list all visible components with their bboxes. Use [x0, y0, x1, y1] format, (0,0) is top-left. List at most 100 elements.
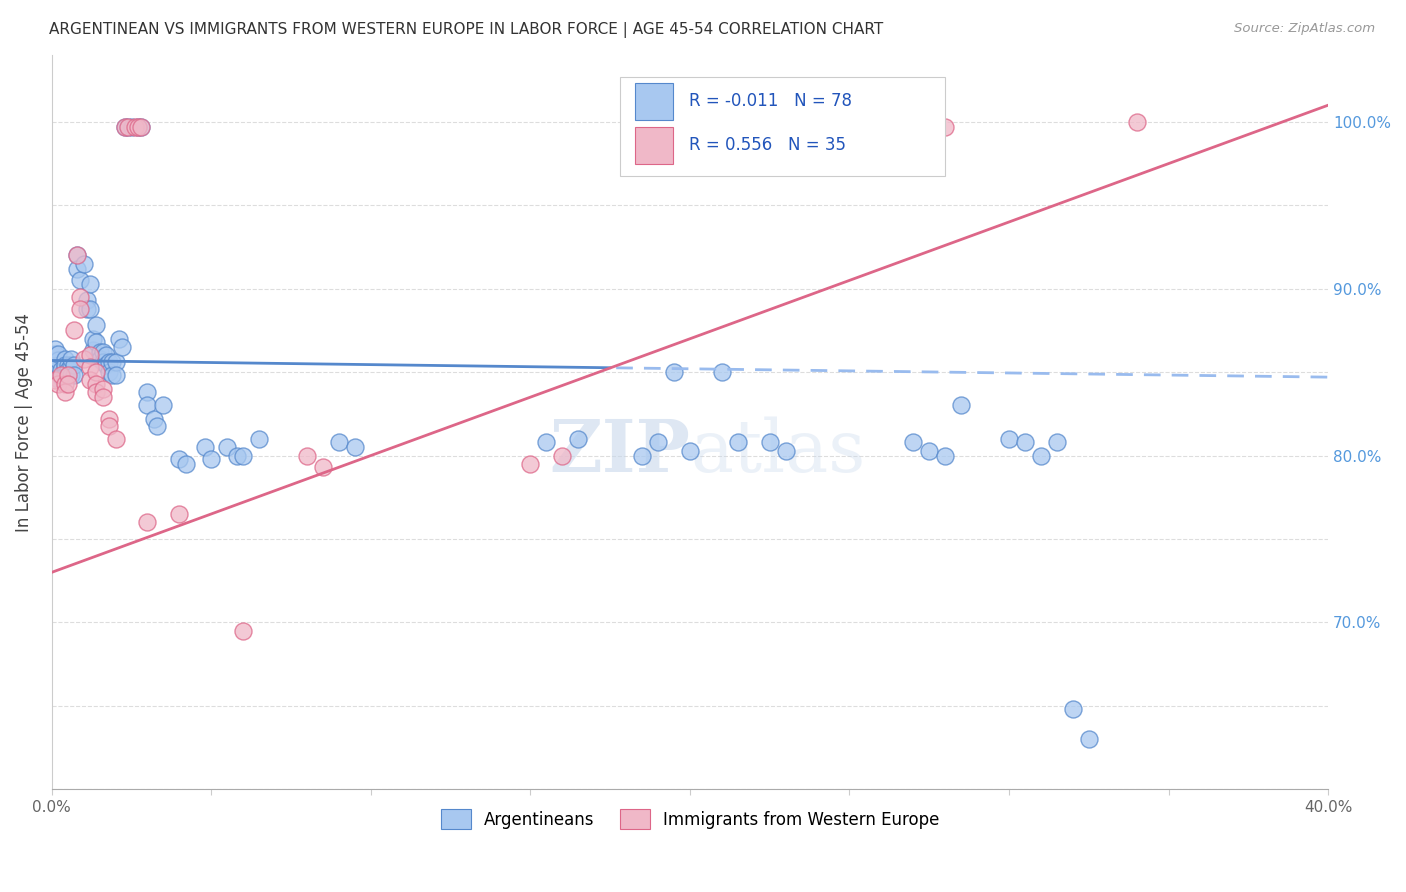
Point — [82, 332, 104, 346]
Point — [1014, 435, 1036, 450]
Point — [225, 449, 247, 463]
Point — [758, 435, 780, 450]
Point — [91, 345, 114, 359]
Point — [1125, 115, 1147, 129]
Point — [94, 348, 117, 362]
Point — [46, 372, 69, 386]
Point — [66, 248, 89, 262]
Point — [46, 353, 69, 368]
Point — [69, 290, 91, 304]
Point — [51, 368, 73, 383]
Point — [142, 412, 165, 426]
Point — [98, 355, 121, 369]
Point — [79, 374, 101, 388]
Point — [174, 457, 197, 471]
Point — [56, 368, 79, 383]
Point — [98, 418, 121, 433]
FancyBboxPatch shape — [620, 78, 945, 177]
Point — [136, 516, 159, 530]
Bar — [636, 127, 673, 164]
Point — [129, 120, 152, 134]
Point — [56, 359, 79, 373]
Point — [903, 435, 925, 450]
Point — [121, 120, 143, 134]
Point — [91, 355, 114, 369]
Point — [51, 370, 73, 384]
Point — [727, 435, 749, 450]
Point — [46, 365, 69, 379]
Point — [169, 507, 191, 521]
Point — [127, 120, 149, 134]
Point — [232, 449, 254, 463]
Point — [63, 323, 86, 337]
Point — [647, 435, 669, 450]
Point — [107, 332, 129, 346]
Point — [86, 318, 108, 333]
Point — [66, 261, 89, 276]
Point — [69, 301, 91, 316]
Point — [56, 363, 79, 377]
Point — [69, 273, 91, 287]
Point — [44, 374, 66, 388]
Point — [567, 432, 589, 446]
Text: R = -0.011   N = 78: R = -0.011 N = 78 — [689, 93, 852, 111]
Point — [519, 457, 541, 471]
Point — [53, 359, 76, 373]
Point — [295, 449, 318, 463]
Point — [662, 365, 685, 379]
Point — [51, 363, 73, 377]
Point — [232, 624, 254, 638]
Point — [536, 435, 558, 450]
Point — [44, 353, 66, 368]
Point — [91, 382, 114, 396]
Text: Source: ZipAtlas.com: Source: ZipAtlas.com — [1234, 22, 1375, 36]
Point — [247, 432, 270, 446]
Point — [82, 343, 104, 358]
Point — [152, 399, 174, 413]
Point — [104, 368, 127, 383]
Point — [76, 301, 98, 316]
Point — [56, 368, 79, 383]
Point — [46, 347, 69, 361]
Point — [46, 359, 69, 373]
Point — [98, 365, 121, 379]
Point — [63, 359, 86, 373]
Point — [343, 440, 366, 454]
Text: R = 0.556   N = 35: R = 0.556 N = 35 — [689, 136, 845, 154]
Point — [53, 376, 76, 391]
Point — [86, 365, 108, 379]
Point — [53, 351, 76, 366]
Point — [79, 277, 101, 291]
Text: atlas: atlas — [690, 417, 865, 487]
Point — [53, 360, 76, 375]
Point — [53, 368, 76, 383]
Point — [934, 120, 956, 134]
Point — [950, 399, 973, 413]
Point — [117, 120, 139, 134]
Point — [146, 418, 169, 433]
Point — [217, 440, 239, 454]
Point — [98, 412, 121, 426]
Point — [117, 120, 139, 134]
Point — [312, 460, 335, 475]
Point — [194, 440, 217, 454]
Point — [53, 385, 76, 400]
Point — [91, 390, 114, 404]
Point — [775, 443, 797, 458]
Point — [59, 368, 82, 383]
Point — [89, 345, 111, 359]
Point — [44, 342, 66, 356]
Point — [169, 451, 191, 466]
Point — [710, 365, 733, 379]
Point — [86, 385, 108, 400]
Point — [551, 449, 574, 463]
Point — [918, 443, 941, 458]
Point — [631, 449, 654, 463]
Point — [127, 120, 149, 134]
Point — [76, 293, 98, 308]
Point — [73, 351, 96, 366]
Point — [101, 355, 124, 369]
Point — [79, 301, 101, 316]
Point — [1077, 732, 1099, 747]
Point — [136, 385, 159, 400]
